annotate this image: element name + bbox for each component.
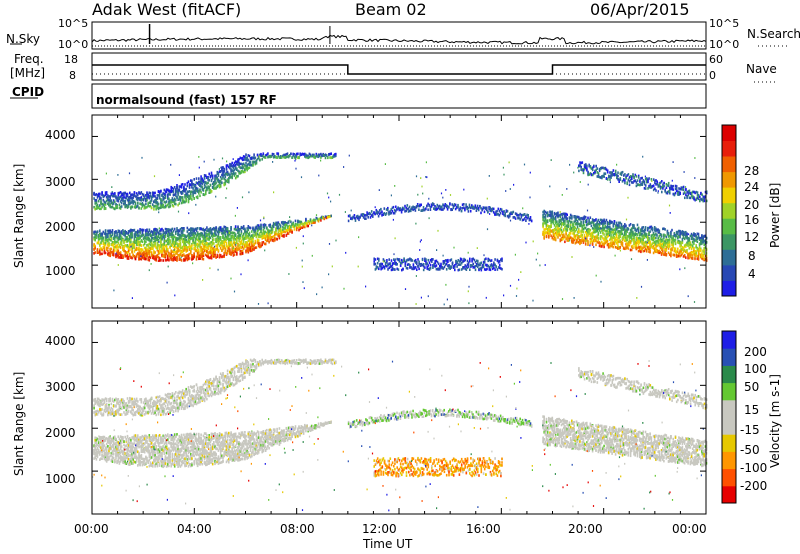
velocity-colorbar-cell bbox=[722, 382, 736, 401]
beam-title: Beam 02 bbox=[355, 0, 427, 19]
power-colorbar-cell bbox=[722, 202, 736, 219]
freq-tick-high: 18 bbox=[64, 53, 78, 66]
power-colorbar-cell bbox=[722, 264, 736, 281]
velocity-panel-frame bbox=[91, 320, 707, 515]
power-ytick-4000: 4000 bbox=[45, 128, 76, 142]
noise-tick-high: 10^5 bbox=[58, 17, 89, 30]
power-ylabel: Slant Range [km] bbox=[12, 163, 26, 268]
velocity-colorbar-cell bbox=[722, 434, 736, 452]
velocity-colorbar-cell bbox=[722, 399, 736, 418]
power-colorbar-cell bbox=[722, 218, 736, 235]
noise-tick-low: 10^0 bbox=[58, 38, 89, 51]
cpid-text: normalsound (fast) 157 RF bbox=[96, 93, 277, 107]
vel-cb-tick-m200: -200 bbox=[740, 479, 768, 493]
xtick-0400: 04:00 bbox=[177, 522, 212, 536]
velocity-colorbar-cell bbox=[722, 468, 736, 487]
noise-trace bbox=[91, 34, 707, 45]
velocity-colorbar-cell bbox=[722, 485, 736, 504]
velocity-colorbar-frame bbox=[721, 330, 737, 504]
xtick-1600: 16:00 bbox=[466, 522, 501, 536]
power-cb-tick-12: 12 bbox=[744, 230, 760, 244]
velocity-ytick-3000: 3000 bbox=[45, 380, 76, 394]
xtick-0000: 00:00 bbox=[74, 522, 109, 536]
power-colorbar-cell bbox=[722, 156, 736, 173]
nave-tick-high: 60 bbox=[709, 53, 723, 66]
nave-tick-low: 0 bbox=[709, 69, 716, 82]
power-colorbar-cell bbox=[722, 125, 736, 141]
power-ytick-2000: 2000 bbox=[45, 220, 76, 234]
noise-tick-low-right: 10^0 bbox=[709, 38, 740, 51]
freq-unit-label: [MHz] bbox=[10, 66, 46, 80]
velocity-colorbar-cell bbox=[722, 451, 736, 470]
noise-tick-high-right: 10^5 bbox=[709, 17, 740, 30]
velocity-ytick-2000: 2000 bbox=[45, 426, 76, 440]
power-cb-tick-20: 20 bbox=[744, 198, 760, 212]
velocity-ytick-4000: 4000 bbox=[45, 334, 76, 348]
freq-strip-frame bbox=[91, 52, 707, 81]
power-cb-tick-24: 24 bbox=[744, 180, 760, 194]
freq-label: Freq. bbox=[14, 52, 44, 66]
power-cb-tick-8: 8 bbox=[748, 249, 756, 263]
x-axis-label: Time UT bbox=[363, 537, 413, 551]
velocity-colorbar-cell bbox=[722, 365, 736, 384]
power-cb-tick-28: 28 bbox=[744, 164, 760, 178]
noise-strip-frame bbox=[91, 21, 707, 50]
freq-tick-low: 8 bbox=[69, 69, 76, 82]
frequency-trace bbox=[92, 64, 706, 75]
velocity-colorbar-cell bbox=[722, 348, 736, 366]
nsky-label: N.Sky bbox=[6, 32, 41, 46]
nave-label: Nave bbox=[746, 62, 777, 76]
velocity-ylabel: Slant Range [km] bbox=[12, 371, 26, 476]
velocity-cb-label: Velocity [m s-1] bbox=[768, 374, 782, 468]
station-title: Adak West (fitACF) bbox=[92, 0, 242, 19]
power-colorbar-cell bbox=[722, 171, 736, 188]
date-title: 06/Apr/2015 bbox=[590, 0, 690, 19]
power-cb-label: Power [dB] bbox=[768, 182, 782, 248]
power-colorbar-cell bbox=[722, 280, 736, 297]
power-colorbar-frame bbox=[721, 124, 737, 297]
nsearch-label: N.Search bbox=[747, 27, 800, 41]
vel-cb-tick-m100: -100 bbox=[740, 461, 768, 475]
cpid-strip-frame bbox=[91, 83, 707, 109]
xtick-1200: 12:00 bbox=[362, 522, 397, 536]
power-cb-tick-16: 16 bbox=[744, 213, 760, 227]
vel-cb-tick-100: 100 bbox=[744, 362, 767, 376]
vel-cb-tick-m15: -15 bbox=[740, 423, 760, 437]
power-ytick-3000: 3000 bbox=[45, 175, 76, 189]
power-colorbar-cell bbox=[722, 233, 736, 250]
vel-cb-tick-15: 15 bbox=[744, 403, 760, 417]
power-colorbar-cell bbox=[722, 187, 736, 204]
velocity-colorbar-cell bbox=[722, 331, 736, 349]
vel-cb-tick-50: 50 bbox=[744, 380, 760, 394]
xtick-0800: 08:00 bbox=[280, 522, 315, 536]
velocity-colorbar-cell bbox=[722, 417, 736, 435]
power-colorbar-cell bbox=[722, 140, 736, 157]
cpid-label: CPID bbox=[12, 85, 45, 99]
vel-cb-tick-m50: -50 bbox=[740, 443, 760, 457]
velocity-ytick-1000: 1000 bbox=[45, 472, 76, 486]
power-colorbar-cell bbox=[722, 249, 736, 266]
xtick-0000-end: 00:00 bbox=[672, 522, 707, 536]
power-ytick-1000: 1000 bbox=[45, 264, 76, 278]
vel-cb-tick-200: 200 bbox=[744, 345, 767, 359]
xtick-2000: 20:00 bbox=[568, 522, 603, 536]
power-panel-frame bbox=[91, 114, 707, 309]
power-cb-tick-4: 4 bbox=[748, 267, 756, 281]
